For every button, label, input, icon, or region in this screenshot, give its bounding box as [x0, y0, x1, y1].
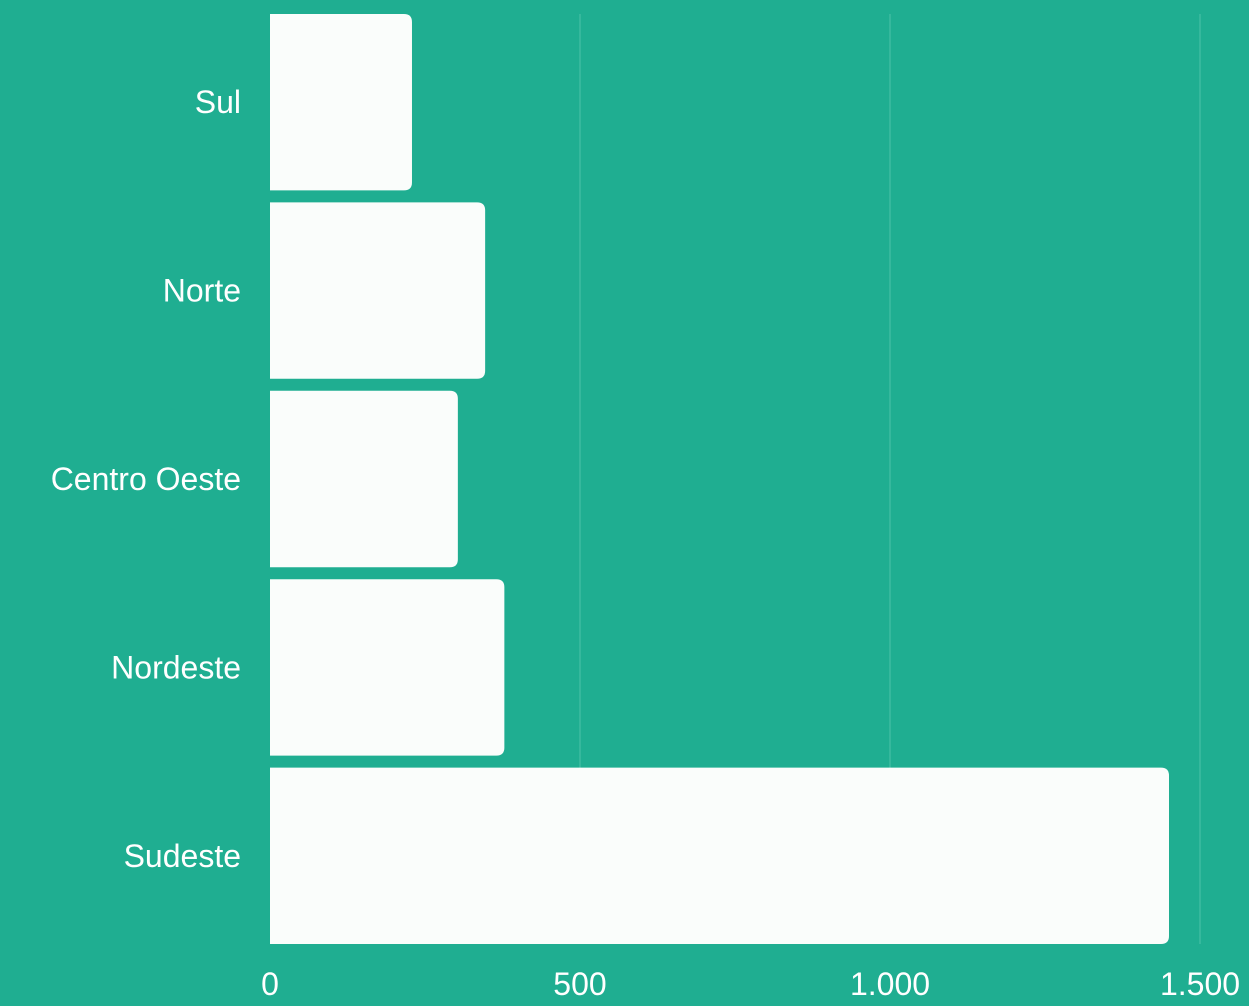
category-label: Norte — [163, 273, 241, 309]
x-tick-label: 1.500 — [1160, 966, 1240, 1001]
category-label: Sul — [195, 84, 241, 120]
x-tick-label: 0 — [261, 966, 279, 1001]
bars — [270, 14, 1169, 944]
bar-centro-oeste[interactable] — [270, 390, 458, 568]
category-labels: Sul Norte Centro Oeste Nordeste Sudeste — [51, 84, 241, 874]
category-label: Centro Oeste — [51, 461, 241, 497]
category-label: Sudeste — [124, 838, 241, 874]
bar-norte[interactable] — [270, 202, 486, 379]
category-label: Nordeste — [111, 649, 241, 685]
bar-nordeste[interactable] — [270, 579, 505, 756]
bar-sul[interactable] — [270, 14, 412, 191]
bar-sudeste[interactable] — [270, 767, 1169, 944]
x-axis-ticks: 0 500 1.000 1.500 — [261, 966, 1240, 1002]
x-tick-label: 1.000 — [850, 966, 930, 1001]
x-tick-label: 500 — [553, 966, 606, 1001]
